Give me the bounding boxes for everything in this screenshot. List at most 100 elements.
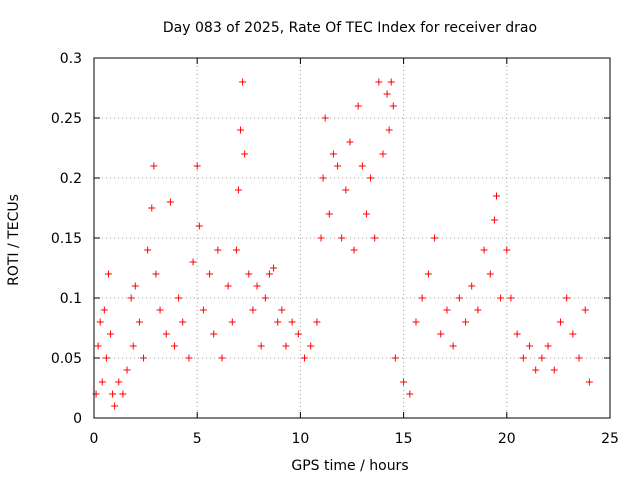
data-point xyxy=(449,342,457,350)
data-point xyxy=(418,294,426,302)
data-point xyxy=(98,378,106,386)
data-point xyxy=(387,78,395,86)
data-point xyxy=(214,246,222,254)
data-point xyxy=(532,366,540,374)
data-point xyxy=(544,342,552,350)
data-point xyxy=(265,270,273,278)
data-point xyxy=(282,342,290,350)
data-point xyxy=(218,354,226,362)
data-point xyxy=(443,306,451,314)
data-point xyxy=(237,126,245,134)
data-point xyxy=(503,246,511,254)
data-point xyxy=(329,150,337,158)
data-point xyxy=(253,282,261,290)
data-point xyxy=(224,282,232,290)
data-point xyxy=(115,378,123,386)
grid xyxy=(94,58,610,418)
y-tick-label: 0.1 xyxy=(60,291,82,307)
data-point xyxy=(317,234,325,242)
data-point xyxy=(367,174,375,182)
data-point xyxy=(526,342,534,350)
data-point xyxy=(294,330,302,338)
data-point xyxy=(170,342,178,350)
y-axis-label: ROTI / TECUs xyxy=(6,194,22,286)
data-point xyxy=(189,258,197,266)
data-point xyxy=(131,282,139,290)
data-point xyxy=(486,270,494,278)
data-point xyxy=(455,294,463,302)
data-point xyxy=(497,294,505,302)
data-point xyxy=(437,330,445,338)
data-point xyxy=(480,246,488,254)
data-point xyxy=(199,306,207,314)
data-point xyxy=(371,234,379,242)
data-point xyxy=(94,342,102,350)
data-point xyxy=(389,102,397,110)
data-point xyxy=(193,162,201,170)
x-tick-label: 15 xyxy=(395,431,413,447)
y-tick-label: 0.15 xyxy=(51,231,82,247)
data-point xyxy=(148,204,156,212)
data-point xyxy=(362,210,370,218)
y-tick-label: 0.3 xyxy=(60,51,82,67)
data-point xyxy=(109,390,117,398)
data-point xyxy=(111,402,119,410)
x-tick-label: 20 xyxy=(498,431,516,447)
data-point xyxy=(307,342,315,350)
data-point xyxy=(152,270,160,278)
data-point xyxy=(375,78,383,86)
y-tick-label: 0 xyxy=(73,411,82,427)
data-point xyxy=(257,342,265,350)
data-point xyxy=(162,330,170,338)
data-point xyxy=(538,354,546,362)
data-point xyxy=(261,294,269,302)
data-point xyxy=(338,234,346,242)
data-point xyxy=(513,330,521,338)
data-point xyxy=(354,102,362,110)
data-point xyxy=(379,150,387,158)
data-point xyxy=(102,354,110,362)
data-point xyxy=(232,246,240,254)
x-tick-label: 5 xyxy=(193,431,202,447)
data-point xyxy=(550,366,558,374)
data-point xyxy=(385,126,393,134)
data-point xyxy=(179,318,187,326)
data-point xyxy=(350,246,358,254)
data-point xyxy=(581,306,589,314)
x-tick-label: 10 xyxy=(291,431,309,447)
data-point xyxy=(135,318,143,326)
data-point xyxy=(129,342,137,350)
data-point xyxy=(127,294,135,302)
data-point xyxy=(270,264,278,272)
data-point xyxy=(274,318,282,326)
x-tick-label: 0 xyxy=(90,431,99,447)
data-point xyxy=(342,186,350,194)
data-point xyxy=(185,354,193,362)
data-point xyxy=(278,306,286,314)
data-point xyxy=(140,354,148,362)
data-point xyxy=(301,354,309,362)
data-point xyxy=(100,306,108,314)
data-point xyxy=(325,210,333,218)
data-point xyxy=(358,162,366,170)
data-point xyxy=(346,138,354,146)
data-point xyxy=(245,270,253,278)
data-point xyxy=(210,330,218,338)
data-point xyxy=(575,354,583,362)
data-point xyxy=(150,162,158,170)
data-point xyxy=(400,378,408,386)
data-point xyxy=(519,354,527,362)
data-point xyxy=(569,330,577,338)
y-tick-label: 0.25 xyxy=(51,111,82,127)
data-point xyxy=(492,192,500,200)
data-point xyxy=(107,330,115,338)
data-point xyxy=(412,318,420,326)
data-point xyxy=(123,366,131,374)
y-tick-label: 0.2 xyxy=(60,171,82,187)
data-point xyxy=(490,216,498,224)
data-point xyxy=(313,318,321,326)
data-point xyxy=(319,174,327,182)
data-point xyxy=(383,90,391,98)
data-point xyxy=(206,270,214,278)
